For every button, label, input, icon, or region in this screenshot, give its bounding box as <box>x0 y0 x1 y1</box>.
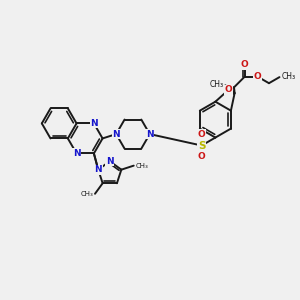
Text: CH₃: CH₃ <box>282 72 296 81</box>
Text: O: O <box>198 152 206 161</box>
Text: N: N <box>90 119 98 128</box>
Text: N: N <box>94 165 102 174</box>
Text: CH₃: CH₃ <box>81 191 94 197</box>
Text: S: S <box>198 140 205 151</box>
Text: N: N <box>73 149 80 158</box>
Text: O: O <box>241 60 248 69</box>
Text: O: O <box>254 72 262 81</box>
Text: N: N <box>146 130 154 139</box>
Text: CH₃: CH₃ <box>135 163 148 169</box>
Text: N: N <box>112 130 120 139</box>
Text: CH₃: CH₃ <box>210 80 224 89</box>
Text: O: O <box>225 85 232 94</box>
Text: N: N <box>106 157 114 166</box>
Text: O: O <box>198 130 206 139</box>
